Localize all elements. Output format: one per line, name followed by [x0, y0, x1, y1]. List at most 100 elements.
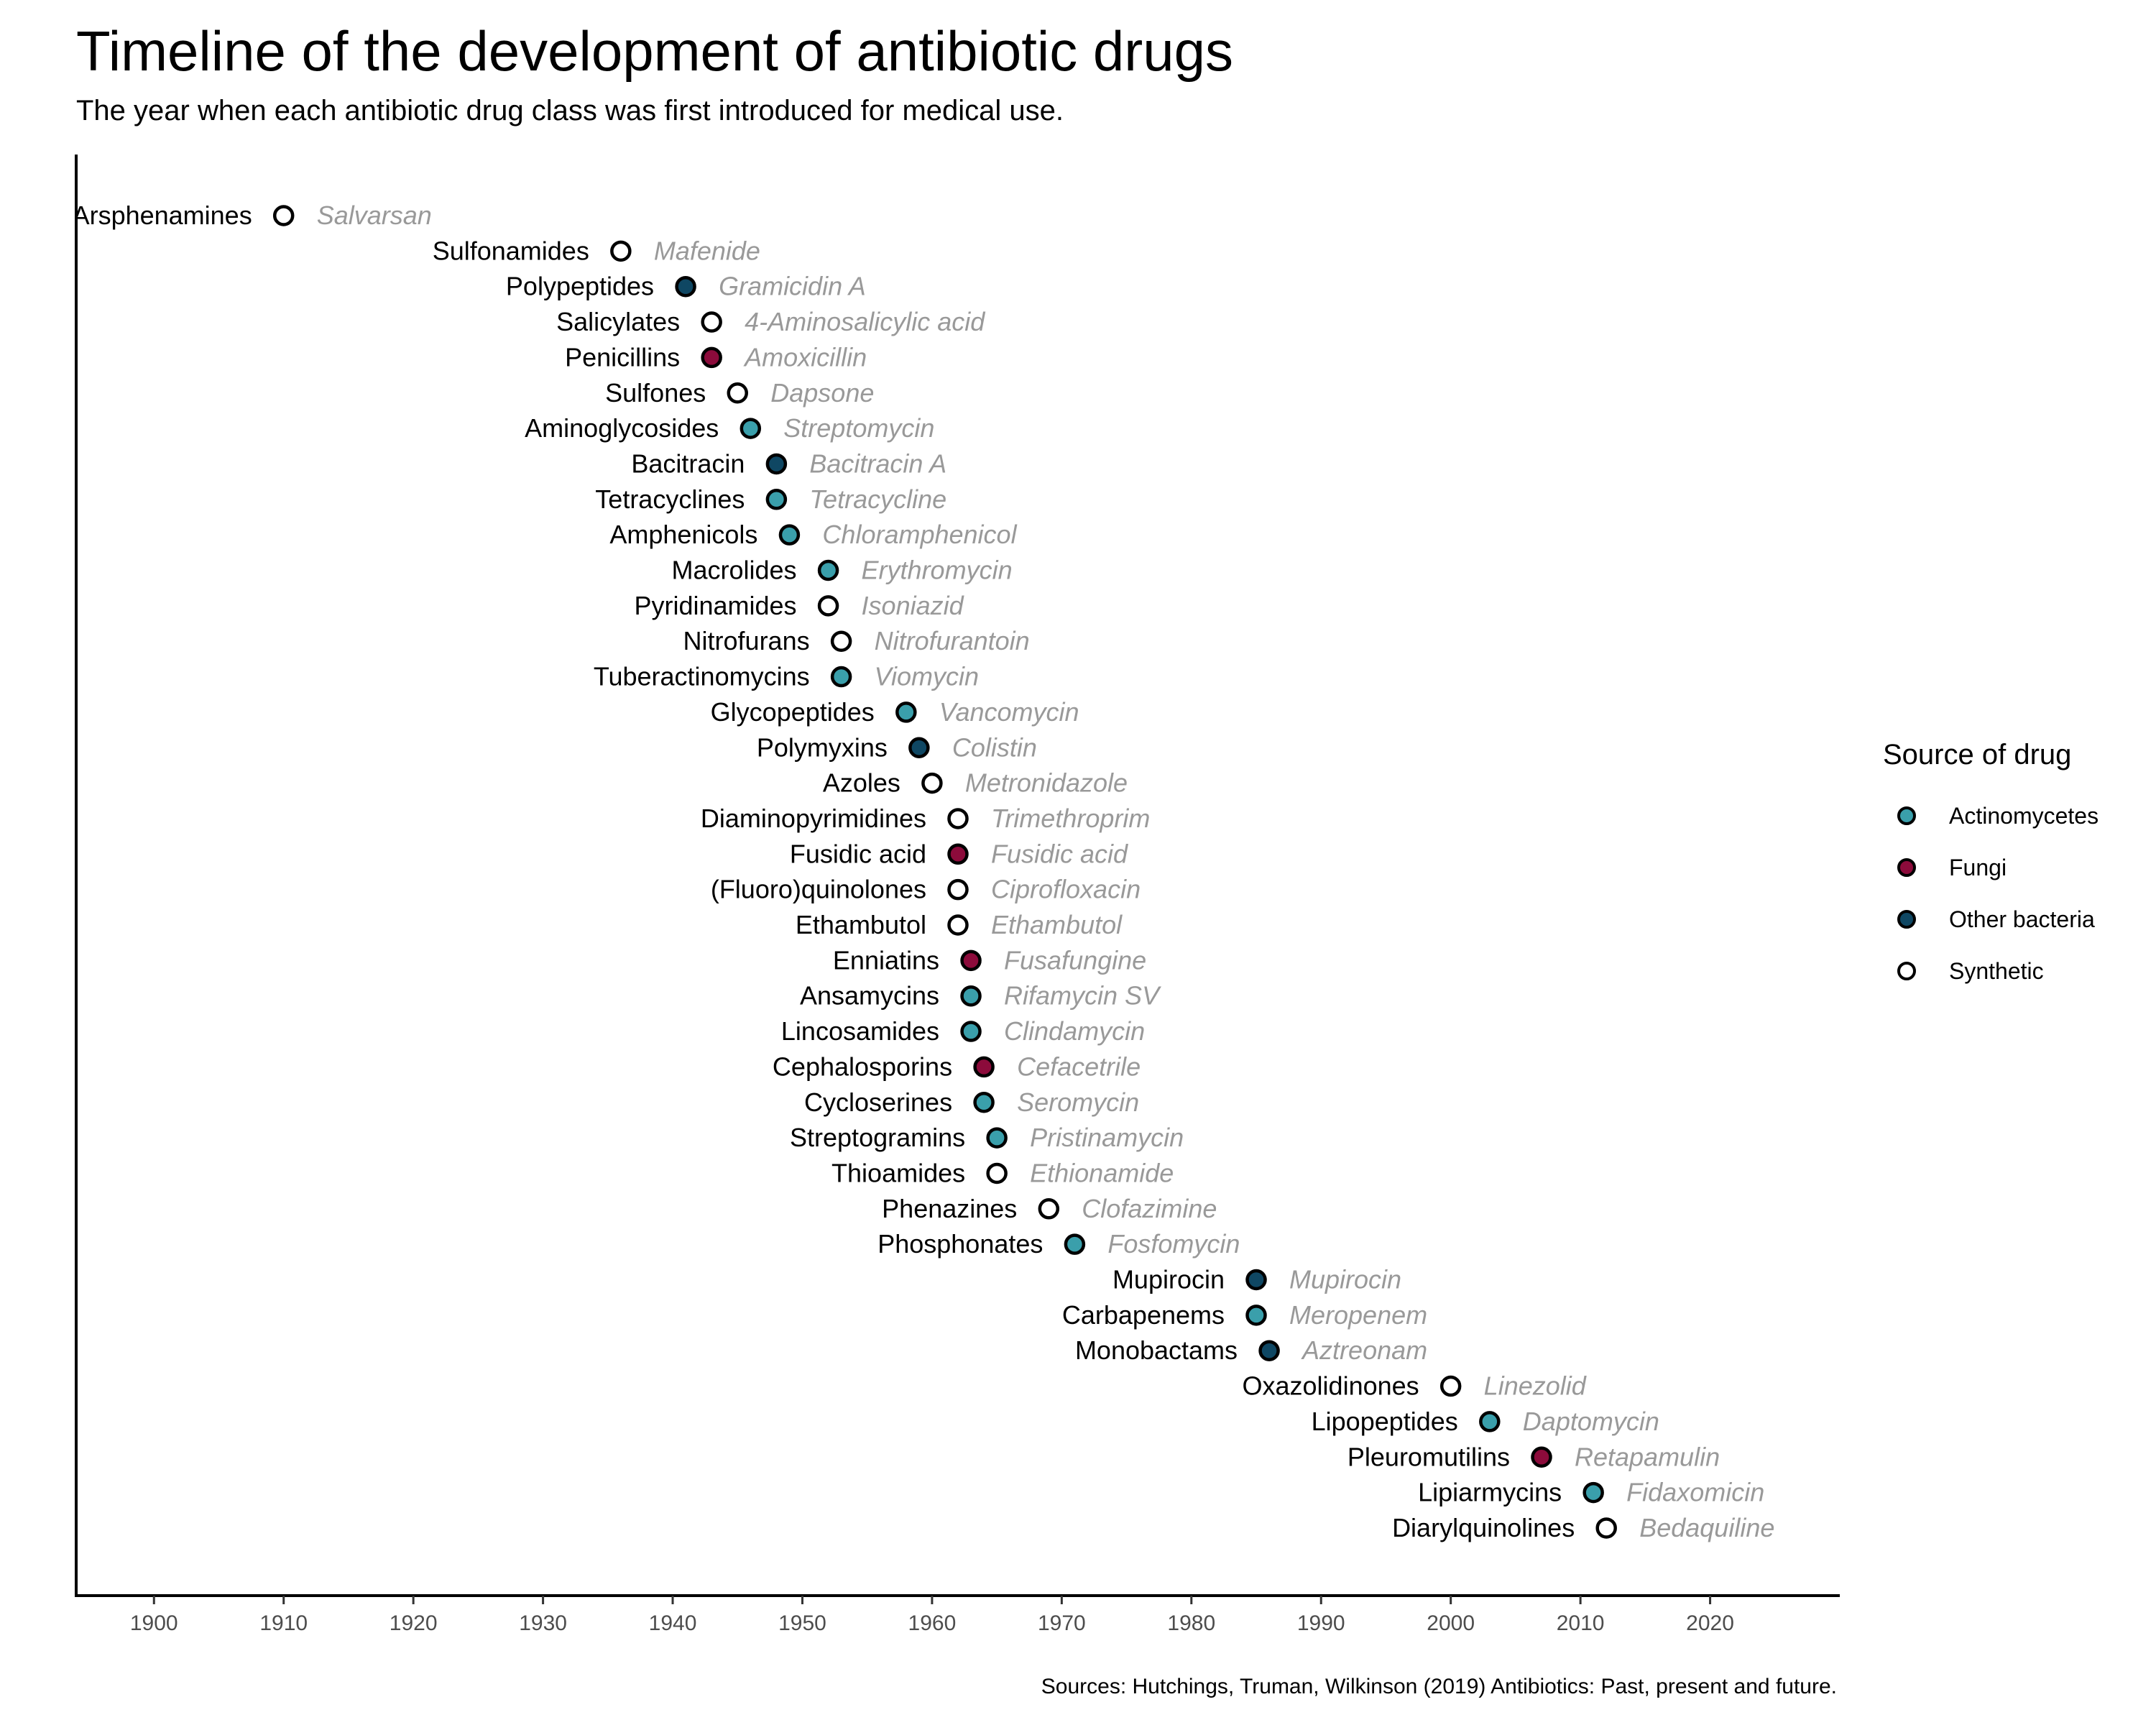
- data-point-group: Cycloserines Seromycin: [804, 1087, 1139, 1117]
- x-tick-label: 2010: [1557, 1611, 1605, 1635]
- class-label: Diarylquinolines: [1392, 1513, 1575, 1542]
- data-point: [765, 453, 788, 475]
- drug-label: Salvarsan: [317, 201, 432, 230]
- drug-label: Rifamycin SV: [1004, 981, 1161, 1011]
- data-point: [947, 808, 969, 829]
- data-point: [986, 1127, 1008, 1149]
- data-point: [1258, 1340, 1280, 1361]
- data-point: [727, 382, 748, 404]
- data-point-group: Arsphenamines Salvarsan: [73, 201, 432, 230]
- x-tick-label: 1960: [908, 1611, 957, 1635]
- class-label: Tetracyclines: [595, 484, 745, 514]
- data-point-group: Diarylquinolines Bedaquiline: [1392, 1513, 1774, 1542]
- data-point-group: Phosphonates Fosfomycin: [877, 1229, 1240, 1259]
- drug-label: Retapamulin: [1575, 1442, 1720, 1471]
- data-point-group: Thioamides Ethionamide: [831, 1158, 1174, 1187]
- data-point-group: Sulfonamides Mafenide: [433, 236, 760, 265]
- drug-label: Ciprofloxacin: [991, 875, 1141, 904]
- class-label: Salicylates: [556, 307, 680, 336]
- data-point: [765, 489, 788, 510]
- data-point-group: (Fluoro)quinolones Ciprofloxacin: [711, 875, 1141, 904]
- data-point-group: Penicillins Amoxicillin: [565, 342, 867, 372]
- x-tick-label: 2020: [1686, 1611, 1734, 1635]
- drug-label: Clindamycin: [1004, 1016, 1145, 1046]
- source-note: Sources: Hutchings, Truman, Wilkinson (2…: [1041, 1675, 1837, 1698]
- class-label: Monobactams: [1075, 1335, 1238, 1365]
- class-label: Tuberactinomycins: [594, 662, 810, 691]
- data-point: [1038, 1198, 1060, 1220]
- data-point: [1064, 1233, 1086, 1255]
- x-axis-ticks: 1900 1910 1920 1930 1940 1950 1960 1970 1980 1990…: [130, 1596, 1734, 1635]
- x-tick-label: 2000: [1427, 1611, 1475, 1635]
- class-label: Enniatins: [833, 945, 939, 975]
- data-point-group: Oxazolidinones Linezolid: [1243, 1371, 1587, 1401]
- data-point: [610, 240, 632, 262]
- data-point: [740, 418, 762, 439]
- x-tick-label: 1980: [1167, 1611, 1215, 1635]
- legend-swatch: [1897, 858, 1916, 877]
- data-point-group: Ethambutol Ethambutol: [796, 910, 1123, 939]
- data-point-group: Salicylates 4-Aminosalicylic acid: [556, 307, 985, 336]
- class-label: Aminoglycosides: [525, 413, 719, 443]
- data-point: [1245, 1305, 1267, 1326]
- drug-label: Amoxicillin: [743, 342, 867, 372]
- x-tick-label: 1970: [1038, 1611, 1086, 1635]
- x-tick-label: 1940: [649, 1611, 697, 1635]
- legend-item: Synthetic: [1883, 945, 2099, 997]
- data-point: [830, 630, 852, 652]
- class-label: Penicillins: [565, 342, 680, 372]
- data-point: [947, 914, 969, 936]
- class-label: Sulfones: [605, 378, 706, 408]
- drug-label: Linezolid: [1484, 1371, 1587, 1401]
- drug-label: Ethionamide: [1030, 1158, 1174, 1187]
- data-point-group: Polymyxins Colistin: [757, 732, 1037, 762]
- data-point-group: Sulfones Dapsone: [605, 378, 874, 408]
- legend: Source of drug Actinomycetes Fungi Other b…: [1883, 739, 2099, 997]
- data-point-group: Macrolides Erythromycin: [671, 556, 1012, 585]
- class-label: Phosphonates: [877, 1229, 1043, 1259]
- data-point: [1531, 1446, 1552, 1468]
- data-point-group: Phenazines Clofazimine: [882, 1194, 1217, 1223]
- class-label: Glycopeptides: [711, 697, 875, 727]
- class-label: Polymyxins: [757, 732, 888, 762]
- data-point-group: Lipopeptides Daptomycin: [1312, 1407, 1659, 1436]
- drug-label: Fosfomycin: [1107, 1229, 1240, 1259]
- data-point: [973, 1092, 995, 1113]
- drug-label: Pristinamycin: [1030, 1123, 1184, 1152]
- class-label: Fusidic acid: [790, 839, 926, 868]
- class-label: Bacitracin: [631, 448, 745, 478]
- class-label: Azoles: [823, 768, 900, 798]
- data-point: [1245, 1269, 1267, 1291]
- class-label: Ansamycins: [800, 981, 939, 1011]
- drug-label: Streptomycin: [783, 413, 934, 443]
- class-label: Oxazolidinones: [1243, 1371, 1419, 1401]
- data-point-group: Ansamycins Rifamycin SV: [800, 981, 1161, 1011]
- drug-label: Mupirocin: [1289, 1265, 1401, 1294]
- data-point-group: Cephalosporins Cefacetrile: [773, 1052, 1141, 1081]
- data-point-group: Streptogramins Pristinamycin: [790, 1123, 1184, 1152]
- drug-label: Mafenide: [654, 236, 760, 265]
- data-point: [960, 985, 982, 1007]
- data-point-group: Glycopeptides Vancomycin: [711, 697, 1079, 727]
- x-tick-label: 1950: [778, 1611, 826, 1635]
- legend-items: Actinomycetes Fungi Other bacteria Syntheti…: [1883, 790, 2099, 997]
- data-point: [778, 524, 801, 546]
- data-point: [1439, 1375, 1462, 1397]
- class-label: Lipiarmycins: [1418, 1478, 1562, 1507]
- data-point: [1595, 1517, 1617, 1539]
- drug-label: Vancomycin: [939, 697, 1079, 727]
- legend-swatch: [1897, 962, 1916, 980]
- x-tick-label: 1920: [390, 1611, 438, 1635]
- drug-label: Fidaxomicin: [1626, 1478, 1764, 1507]
- class-label: Ethambutol: [796, 910, 926, 939]
- class-label: Mupirocin: [1112, 1265, 1225, 1294]
- class-label: Lincosamides: [781, 1016, 939, 1046]
- drug-label: Trimethroprim: [991, 804, 1150, 833]
- data-point-group: Mupirocin Mupirocin: [1112, 1265, 1401, 1294]
- legend-item: Other bacteria: [1883, 893, 2099, 945]
- class-label: Lipopeptides: [1312, 1407, 1458, 1436]
- class-label: Sulfonamides: [433, 236, 589, 265]
- drug-label: Bacitracin A: [809, 448, 946, 478]
- class-label: Arsphenamines: [73, 201, 252, 230]
